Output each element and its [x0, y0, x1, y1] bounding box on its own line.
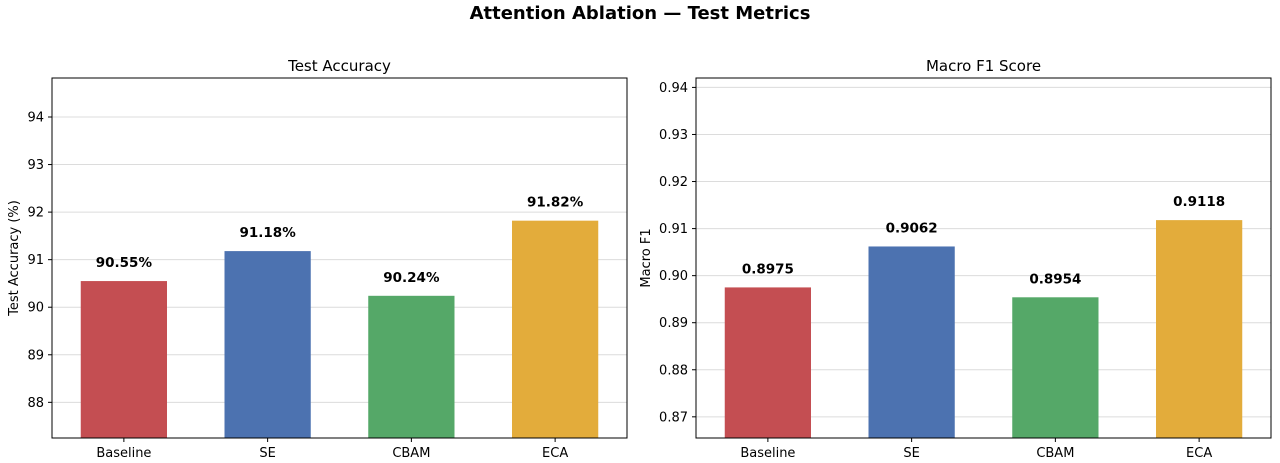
data-label: 0.9062: [886, 220, 938, 236]
y-tick-label: 0.89: [659, 316, 688, 331]
x-tick-label: Baseline: [96, 446, 151, 461]
y-tick-label: 94: [27, 110, 44, 125]
x-tick-label: CBAM: [392, 446, 430, 461]
data-label: 90.24%: [383, 270, 440, 286]
y-tick-label: 0.91: [659, 222, 688, 237]
bar: [724, 287, 811, 438]
bar: [1012, 297, 1099, 438]
panel-title: Macro F1 Score: [926, 57, 1041, 75]
data-label: 91.82%: [527, 195, 584, 211]
x-tick-label: ECA: [542, 446, 568, 461]
data-label: 91.18%: [240, 225, 297, 241]
y-axis-label: Macro F1: [639, 228, 654, 287]
data-label: 0.8975: [742, 261, 794, 277]
bar: [1156, 220, 1243, 438]
plot-frame: [695, 77, 1272, 439]
y-tick-label: 0.90: [659, 269, 688, 284]
y-tick-label: 93: [27, 158, 44, 173]
y-tick-label: 89: [27, 348, 44, 363]
y-tick-label: 91: [27, 253, 44, 268]
x-tick-label: SE: [259, 446, 275, 461]
x-tick-label: Baseline: [740, 446, 795, 461]
y-tick-label: 92: [27, 206, 44, 221]
panel-title: Test Accuracy: [287, 57, 391, 75]
bar: [868, 246, 955, 438]
bar: [512, 220, 599, 438]
y-tick-label: 0.93: [659, 128, 688, 143]
y-tick-label: 0.88: [659, 363, 688, 378]
data-label: 90.55%: [96, 255, 153, 271]
x-tick-label: SE: [903, 446, 919, 461]
y-tick-label: 88: [27, 396, 44, 411]
data-label: 0.8954: [1029, 271, 1081, 287]
bar: [224, 251, 311, 438]
y-tick-label: 0.94: [659, 81, 688, 96]
y-tick-label: 0.87: [659, 410, 688, 425]
y-axis-label: Test Accuracy (%): [7, 200, 22, 317]
plot-frame: [51, 77, 628, 439]
y-tick-label: 0.92: [659, 175, 688, 190]
panel-macro-f1: 0.87 0.88 0.89 0.90 0.91 0.92 0.93 0.94 0.8975 Ba…: [639, 57, 1272, 461]
bar: [368, 295, 455, 438]
x-tick-label: ECA: [1186, 446, 1212, 461]
bar: [80, 281, 167, 438]
figure-title: Attention Ablation — Test Metrics: [470, 3, 811, 24]
panel-test-accuracy: 88 89 90 91 92 93 94 90.55% Baseline 91.18% SE 90.2…: [7, 57, 628, 461]
y-tick-label: 90: [27, 301, 44, 316]
x-tick-label: CBAM: [1036, 446, 1074, 461]
data-label: 0.9118: [1173, 194, 1225, 210]
